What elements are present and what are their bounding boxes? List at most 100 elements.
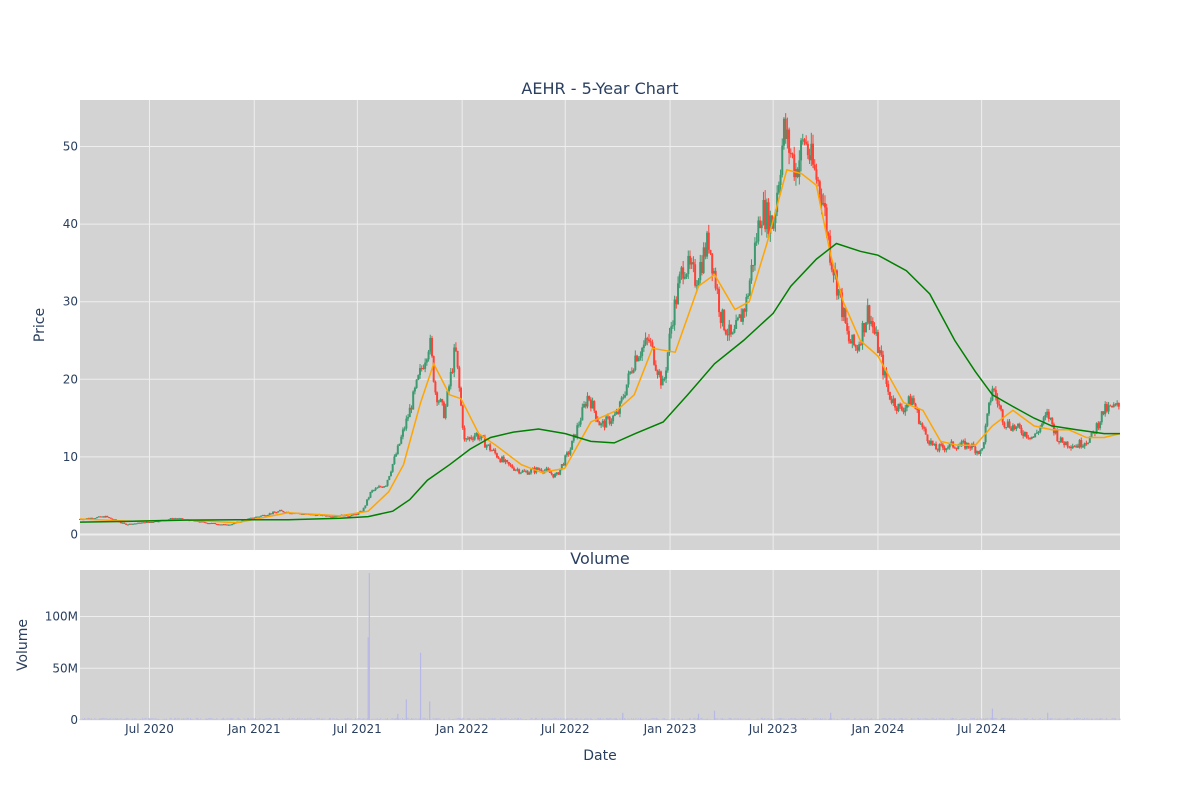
volume-bar	[167, 719, 169, 720]
volume-bar	[308, 719, 310, 720]
candle-down	[518, 469, 521, 474]
volume-bar	[198, 718, 199, 720]
volume-bar	[430, 719, 432, 720]
volume-bar	[452, 718, 453, 720]
volume-bar	[917, 717, 919, 720]
candle-up	[721, 309, 724, 323]
volume-bar	[900, 718, 902, 720]
candle-down	[251, 517, 254, 519]
volume-bar	[1092, 718, 1094, 720]
volume-bar	[871, 718, 873, 720]
candle-up	[256, 516, 259, 518]
volume-bar	[1037, 718, 1039, 720]
volume-bar	[343, 718, 345, 720]
volume-bar	[579, 718, 581, 720]
volume-bar	[232, 718, 234, 720]
price-grid	[80, 100, 1120, 550]
volume-bar	[619, 718, 621, 720]
volume-bar	[504, 718, 506, 720]
volume-bar	[379, 718, 380, 720]
candle-up	[1049, 417, 1052, 419]
volume-bar	[551, 718, 552, 720]
volume-bar	[858, 718, 860, 720]
volume-bar	[296, 718, 297, 720]
volume-bar	[226, 718, 228, 720]
candle-up	[149, 521, 152, 523]
candle-down	[589, 399, 592, 409]
price-tick-label: 50	[63, 140, 78, 154]
volume-bar	[752, 719, 754, 720]
volume-bar	[638, 719, 640, 720]
candle-up	[407, 417, 410, 419]
candle-up	[554, 474, 557, 478]
volume-bar	[1042, 718, 1043, 720]
volume-bar	[535, 717, 537, 720]
volume-spike-bar	[713, 710, 716, 720]
volume-bar	[159, 719, 161, 720]
candle-down	[846, 323, 849, 331]
candle-up	[154, 521, 157, 523]
candle-up	[1030, 436, 1033, 439]
volume-bar	[462, 717, 464, 720]
volume-bar	[243, 718, 245, 720]
volume-bar	[162, 718, 164, 720]
volume-bar	[1061, 719, 1063, 720]
volume-bar	[711, 719, 713, 720]
volume-bar	[955, 718, 957, 720]
volume-bar	[227, 718, 229, 720]
volume-bar	[998, 719, 1000, 720]
volume-bar	[83, 719, 84, 720]
volume-bar	[306, 718, 308, 720]
candle-up	[408, 407, 411, 418]
volume-bar	[199, 719, 201, 720]
volume-bar	[589, 718, 591, 720]
volume-bar	[838, 719, 840, 720]
volume-bar	[887, 719, 889, 720]
candle-up	[627, 373, 630, 385]
volume-bar	[581, 719, 583, 720]
volume-bar	[1085, 719, 1087, 720]
volume-bar	[1022, 718, 1024, 720]
candle-down	[567, 452, 570, 455]
candle-down	[1068, 446, 1071, 448]
volume-bar	[285, 718, 287, 720]
candle-down	[584, 403, 587, 407]
volume-bar	[710, 719, 712, 720]
candle-down	[894, 398, 897, 408]
candle-down	[974, 446, 977, 454]
candle-up	[615, 411, 618, 415]
volume-bar	[515, 718, 517, 720]
volume-bar	[201, 719, 203, 720]
candle-down	[1109, 405, 1112, 407]
volume-bar	[257, 718, 259, 720]
volume-bar	[98, 718, 100, 720]
volume-bar	[821, 718, 822, 720]
candle-down	[1111, 405, 1114, 408]
volume-bar	[302, 719, 304, 720]
volume-bar	[458, 717, 460, 720]
volume-bar	[403, 719, 404, 720]
volume-bar	[687, 719, 689, 720]
volume-bar	[829, 718, 830, 720]
candle-up	[1035, 432, 1038, 434]
volume-bar	[387, 718, 388, 720]
volume-bar	[130, 718, 132, 720]
candle-up	[272, 511, 275, 514]
volume-bar	[85, 718, 87, 720]
volume-bar	[1041, 719, 1042, 720]
volume-bar	[110, 717, 112, 720]
volume-bar	[666, 719, 668, 720]
volume-bar	[1029, 718, 1031, 720]
candle-up	[229, 524, 232, 526]
volume-bar	[184, 718, 186, 720]
volume-bar	[744, 718, 746, 720]
volume-bar	[702, 718, 704, 720]
candle-up	[367, 497, 370, 500]
volume-bar	[255, 717, 256, 720]
volume-bar	[340, 719, 342, 720]
volume-bar	[588, 719, 590, 720]
volume-bar	[692, 718, 694, 720]
candle-down	[176, 518, 179, 520]
volume-bar	[539, 719, 541, 720]
candle-down	[99, 516, 102, 518]
